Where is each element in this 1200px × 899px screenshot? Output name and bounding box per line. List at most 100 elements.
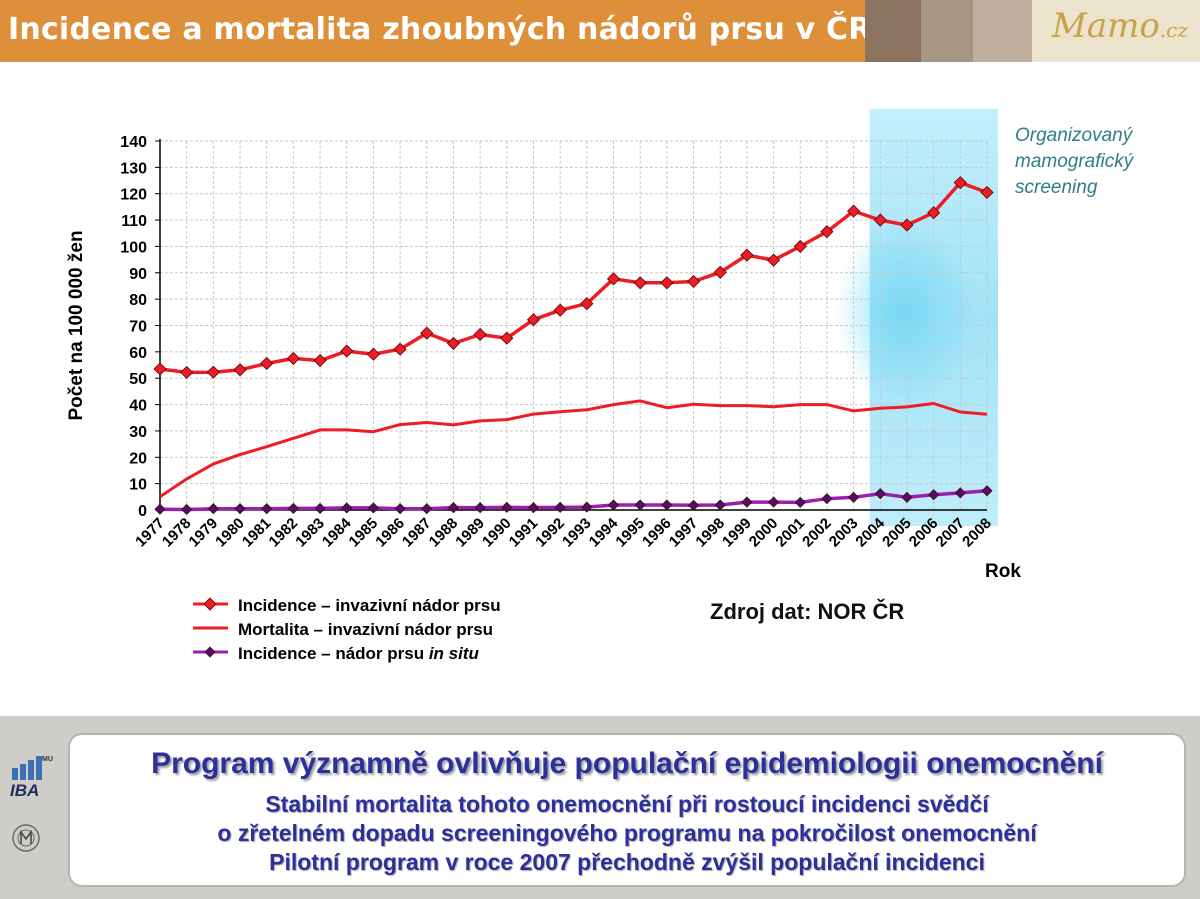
x-tick-label: 1990 <box>479 515 515 551</box>
mamo-logo: Mamo.cz <box>1032 0 1200 62</box>
x-tick-label: 1988 <box>426 515 462 551</box>
y-tick-label: 20 <box>129 450 147 467</box>
y-tick-label: 0 <box>138 503 147 520</box>
incidence-invasive-point <box>713 265 727 279</box>
y-tick-label: 10 <box>129 477 147 494</box>
incidence-in-situ-point <box>367 502 379 514</box>
iba-label: IBA <box>10 781 39 800</box>
x-tick-label: 1997 <box>666 515 702 551</box>
incidence-in-situ-point <box>661 499 673 511</box>
x-tick-label: 1983 <box>292 515 328 551</box>
incidence-invasive-point <box>393 342 407 356</box>
title-bar: Incidence a mortalita zhoubných nádorů p… <box>0 0 871 62</box>
y-tick-label: 50 <box>129 371 147 388</box>
incidence-in-situ-point <box>607 499 620 511</box>
incidence-invasive-point <box>420 326 434 340</box>
message-box: Program významně ovlivňuje populační epi… <box>68 733 1186 887</box>
x-tick-label: 1989 <box>452 515 488 551</box>
x-tick-label: 1998 <box>692 515 728 551</box>
incidence-in-situ-point <box>314 502 326 514</box>
incidence-invasive-point <box>233 363 247 377</box>
incidence-invasive-point <box>820 225 834 239</box>
incidence-invasive-point <box>473 327 487 342</box>
incidence-invasive-point <box>847 204 861 218</box>
y-tick-label: 60 <box>129 345 147 362</box>
incidence-in-situ-line <box>159 489 988 512</box>
incidence-invasive-point <box>767 253 781 267</box>
y-tick-label: 130 <box>120 160 147 177</box>
incidence-mortality-chart: 0102030405060708090100110120130140197719… <box>66 109 1135 663</box>
incidence-in-situ-point <box>474 502 486 514</box>
incidence-in-situ-point <box>394 503 406 515</box>
y-tick-label: 80 <box>129 292 147 309</box>
incidence-invasive-point <box>366 347 380 361</box>
incidence-invasive-point <box>660 276 674 290</box>
data-source: Zdroj dat: NOR ČR <box>710 599 904 624</box>
incidence-invasive-point <box>180 365 194 379</box>
x-axis-title: Rok <box>985 561 1021 582</box>
y-tick-label: 90 <box>129 266 147 283</box>
legend-label-text: Incidence – invazivní nádor prsu <box>238 596 501 615</box>
x-tick-label: 1981 <box>239 515 275 551</box>
x-tick-label: 1986 <box>372 515 408 551</box>
incidence-in-situ-point <box>154 503 166 515</box>
incidence-in-situ-point <box>821 493 833 505</box>
incidence-in-situ-point <box>421 503 433 515</box>
incidence-in-situ-point <box>954 487 966 499</box>
legend-label-incidence-in-situ: Incidence – nádor prsu in situ <box>238 644 479 663</box>
incidence-invasive-point <box>286 351 300 366</box>
x-tick-label: 1996 <box>639 515 675 551</box>
incidence-in-situ-point <box>874 488 886 500</box>
incidence-invasive-point <box>686 274 701 289</box>
screening-annotation: mamografický <box>1015 151 1135 172</box>
y-axis-title: Počet na 100 000 žen <box>66 230 87 420</box>
incidence-invasive-point <box>980 185 994 199</box>
incidence-invasive-point <box>953 176 967 190</box>
x-tick-label: 1984 <box>319 514 355 550</box>
legend-label-italic: in situ <box>429 644 480 663</box>
y-tick-label: 30 <box>129 424 147 441</box>
message-line-3: Pilotní program v roce 2007 přechodně zv… <box>269 849 985 875</box>
incidence-in-situ-point <box>207 503 219 515</box>
header-swatch-3 <box>973 0 1032 62</box>
incidence-in-situ-point <box>741 496 753 508</box>
y-tick-label: 140 <box>120 134 147 151</box>
incidence-invasive-point <box>153 362 167 376</box>
incidence-in-situ-point <box>928 489 940 501</box>
x-tick-label: 1979 <box>186 515 222 551</box>
legend-label-text: Incidence – nádor prsu <box>238 644 429 663</box>
y-tick-label: 40 <box>129 398 147 415</box>
incidence-in-situ-point <box>501 501 513 513</box>
incidence-invasive-point <box>313 353 327 368</box>
incidence-in-situ-point <box>901 491 913 503</box>
x-tick-label: 2000 <box>746 515 782 551</box>
legend-marker-incidence-in-situ <box>204 646 216 658</box>
incidence-invasive-point <box>340 344 354 358</box>
incidence-invasive-point <box>206 365 220 379</box>
x-tick-label: 1978 <box>159 515 195 551</box>
x-tick-label: 2003 <box>826 515 862 551</box>
logo-suffix: .cz <box>1159 18 1188 42</box>
incidence-in-situ-point <box>981 485 993 497</box>
incidence-invasive-point <box>900 218 914 232</box>
incidence-in-situ-point <box>181 503 193 516</box>
x-tick-label: 2002 <box>799 515 835 551</box>
x-tick-label: 1982 <box>266 515 302 551</box>
logo-text: Mamo <box>1052 6 1160 46</box>
x-tick-label: 1995 <box>612 515 648 551</box>
header-swatch-2 <box>921 0 973 62</box>
incidence-in-situ-point <box>768 496 780 508</box>
incidence-in-situ-point <box>261 503 273 515</box>
incidence-in-situ-point <box>527 502 540 514</box>
incidence-in-situ-point <box>234 503 246 515</box>
incidence-in-situ-point <box>341 502 353 514</box>
incidence-invasive-point <box>580 297 594 311</box>
incidence-in-situ-point <box>554 501 566 513</box>
header-bar: Incidence a mortalita zhoubných nádorů p… <box>0 0 1200 62</box>
incidence-in-situ-point <box>848 491 860 503</box>
y-tick-label: 100 <box>120 239 147 256</box>
incidence-invasive-point <box>500 331 514 345</box>
incidence-in-situ-point <box>581 501 593 513</box>
legend-label-text: Mortalita – invazivní nádor prsu <box>238 620 493 639</box>
incidence-invasive-point <box>740 248 754 262</box>
